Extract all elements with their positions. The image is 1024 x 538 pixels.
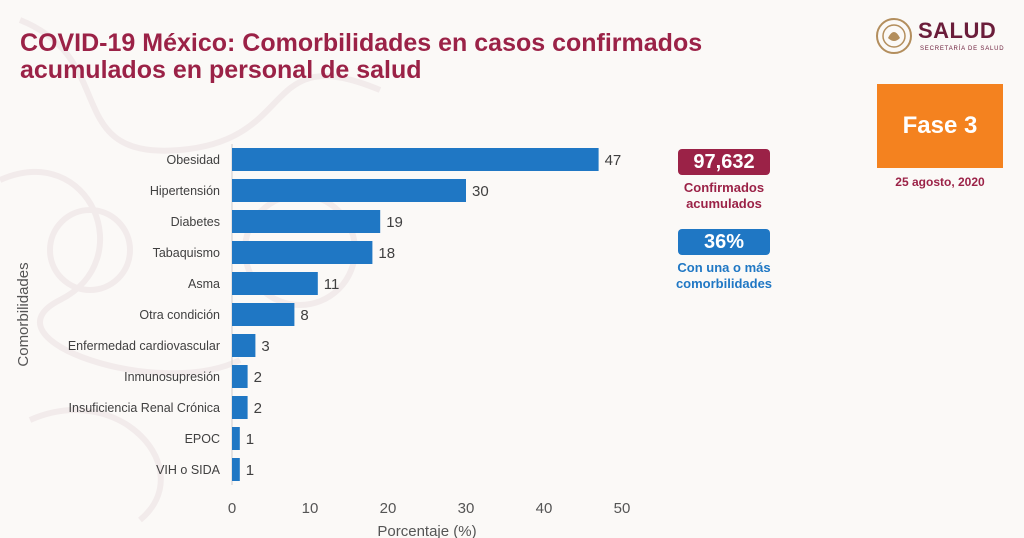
- category-label: Tabaquismo: [153, 246, 220, 260]
- category-label: EPOC: [185, 432, 220, 446]
- category-label: Obesidad: [166, 153, 220, 167]
- confirmed-label-line-2: acumulados: [686, 196, 762, 211]
- category-label: Insuficiencia Renal Crónica: [69, 401, 221, 415]
- bar: [232, 241, 373, 264]
- x-tick-label: 20: [380, 500, 397, 517]
- value-label: 1: [246, 431, 254, 448]
- bar: [232, 427, 240, 450]
- comorbidity-percent-badge: 36%: [678, 229, 770, 255]
- confirmed-count-badge: 97,632: [678, 149, 770, 175]
- value-label: 18: [378, 245, 395, 262]
- x-tick-label: 50: [614, 500, 631, 517]
- x-tick-label: 40: [536, 500, 553, 517]
- category-label: Inmunosupresión: [124, 370, 220, 384]
- value-label: 8: [300, 307, 308, 324]
- value-label: 30: [472, 183, 489, 200]
- confirmed-label: Confirmados acumulados: [659, 180, 789, 212]
- value-label: 47: [605, 152, 622, 169]
- bar: [232, 148, 599, 171]
- x-axis-title: Porcentaje (%): [377, 523, 476, 538]
- bars-group: [231, 144, 599, 485]
- phase-badge: Fase 3: [877, 84, 1003, 168]
- category-label: Enfermedad cardiovascular: [68, 339, 220, 353]
- bar: [232, 458, 240, 481]
- category-label: Hipertensión: [150, 184, 220, 198]
- x-tick-label: 30: [458, 500, 475, 517]
- logo-subtitle: SECRETARÍA DE SALUD: [920, 46, 1005, 52]
- comorbidity-label: Con una o más comorbilidades: [659, 260, 789, 292]
- category-label: VIH o SIDA: [156, 463, 221, 477]
- value-label: 2: [254, 369, 262, 386]
- logo-wordmark: SALUD: [918, 18, 997, 43]
- page-title: COVID-19 México: Comorbilidades en casos…: [20, 30, 820, 84]
- bar: [232, 334, 256, 357]
- title-line-1: COVID-19 México: Comorbilidades en casos…: [20, 29, 703, 57]
- eagle-seal-icon: [876, 18, 912, 54]
- x-tick-labels: 0 10 20 30 40 50: [228, 500, 631, 517]
- comorbidity-label-line-2: comorbilidades: [675, 276, 773, 291]
- value-label: 11: [324, 276, 340, 293]
- category-label: Diabetes: [171, 215, 220, 229]
- value-label: 1: [246, 462, 254, 479]
- bar: [232, 396, 248, 419]
- category-label: Otra condición: [139, 308, 220, 322]
- bar: [232, 272, 318, 295]
- value-label: 19: [386, 214, 403, 231]
- value-label: 3: [261, 338, 269, 355]
- report-date: 25 agosto, 2020: [895, 175, 985, 189]
- bar: [232, 179, 466, 202]
- x-tick-label: 10: [302, 500, 319, 517]
- x-tick-label: 0: [228, 500, 236, 517]
- title-line-2: acumulados en personal de salud: [20, 56, 422, 84]
- confirmed-label-line-1: Confirmados: [683, 180, 765, 195]
- category-labels: Obesidad Hipertensión Diabetes Tabaquismo As…: [68, 153, 221, 477]
- bar: [232, 303, 295, 326]
- y-axis-title: Comorbilidades: [15, 262, 32, 366]
- salud-logo: SALUD SECRETARÍA DE SALUD: [874, 14, 1014, 62]
- value-label: 2: [254, 400, 262, 417]
- bar: [232, 210, 381, 233]
- comorbidity-label-line-1: Con una o más: [677, 260, 771, 275]
- bar: [232, 365, 248, 388]
- category-label: Asma: [188, 277, 220, 291]
